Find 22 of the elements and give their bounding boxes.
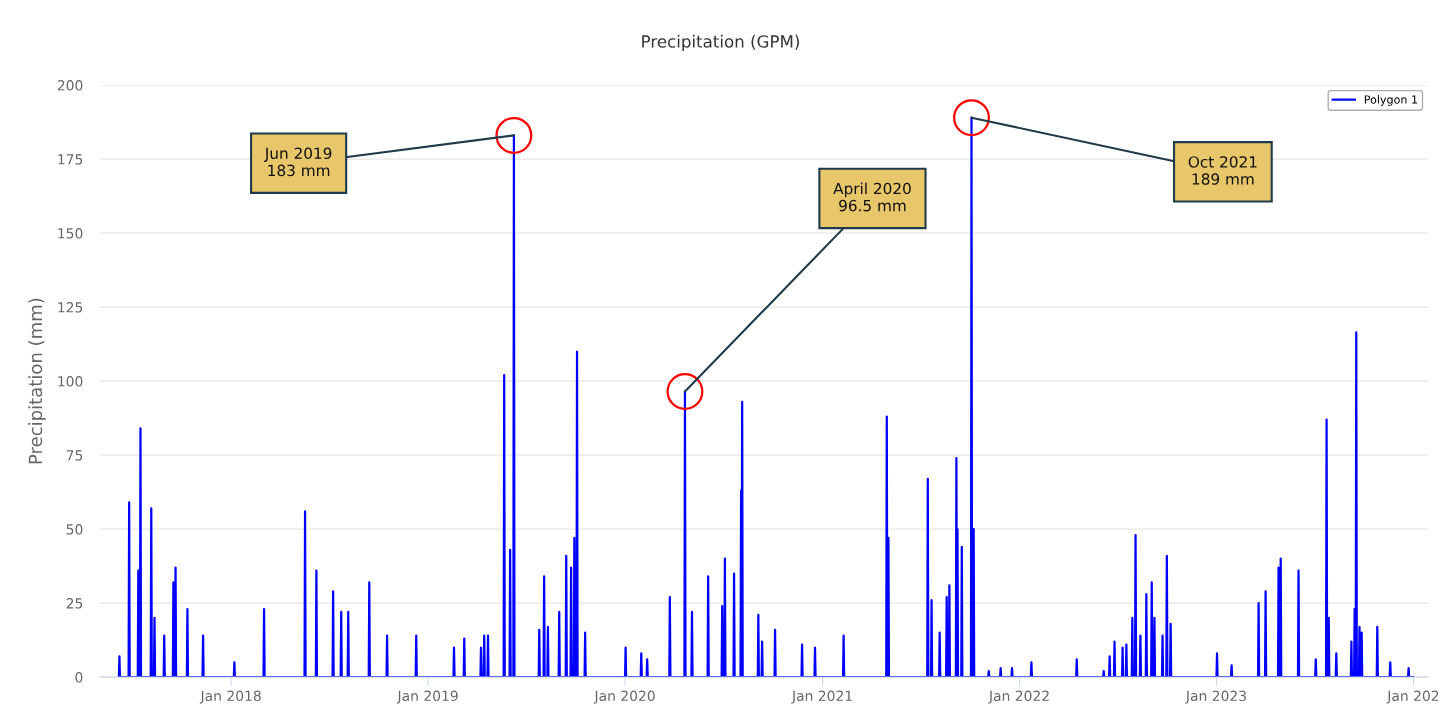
- y-tick-label: 125: [58, 302, 83, 313]
- y-tick-label: 75: [66, 450, 83, 461]
- annotation: Oct 2021 189 mm: [1188, 156, 1257, 185]
- x-tick-label: Jan 202: [1386, 690, 1439, 704]
- annotation: Jun 2019 183 mm: [264, 147, 332, 177]
- x-tick-label: Jan 2022: [988, 690, 1049, 704]
- annotation: April 2020 96.5 mm: [833, 182, 911, 212]
- x-tick-label: Jan 2018: [199, 690, 261, 704]
- legend-label: Polygon 1: [1364, 95, 1417, 106]
- y-tick-label: 50: [66, 524, 83, 535]
- y-tick-label: 100: [58, 376, 83, 387]
- y-tick-label: 200: [57, 80, 83, 91]
- y-tick-label: 150: [58, 228, 83, 239]
- x-tick-label: Jan 2019: [396, 690, 458, 704]
- x-tick-label: Jan 2023: [1185, 690, 1246, 704]
- y-tick-label: 0: [75, 672, 83, 683]
- x-tick-label: Jan 2021: [791, 690, 852, 704]
- y-axis-title: Precipitation (mm): [28, 298, 46, 464]
- chart-title: Precipitation (GPM): [642, 34, 799, 51]
- y-tick-label: 175: [58, 154, 83, 165]
- x-tick-label: Jan 2020: [593, 690, 655, 704]
- y-tick-label: 25: [66, 598, 83, 609]
